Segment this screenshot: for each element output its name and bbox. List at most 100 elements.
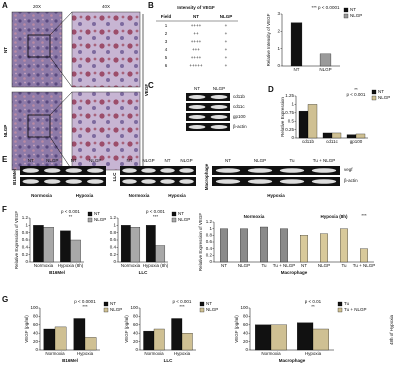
bar (130, 227, 141, 263)
x-tick-label: NT (294, 67, 300, 72)
x-tick-label: Hypoxia (305, 351, 322, 356)
band (141, 168, 156, 173)
x-tick-label: cd11b (302, 139, 314, 144)
group-label: Macrophage (204, 163, 209, 190)
table-cell: + (225, 55, 228, 60)
bar (346, 134, 357, 139)
bar (340, 228, 348, 263)
band (122, 179, 137, 184)
band (22, 179, 39, 184)
y-tick-label: 3 (277, 11, 280, 16)
bar (43, 328, 56, 351)
lane-label: NT (165, 158, 171, 163)
table-cell: 4 (165, 47, 168, 52)
condition-label: Hypoxia (168, 193, 186, 198)
lane-label: NT (71, 158, 77, 163)
legend-swatch (103, 307, 109, 313)
x-axis-label: LLC (139, 270, 148, 275)
table-cell: + (225, 39, 228, 44)
band (311, 168, 337, 173)
y-tick-label: 0.8 (206, 233, 213, 238)
band (188, 95, 206, 99)
y-tick-label: 0.8 (22, 230, 29, 235)
blot (186, 93, 230, 101)
y-tick-label: 0 (135, 347, 138, 352)
y-tick-label: 80 (33, 314, 39, 319)
bar (255, 324, 272, 351)
y-tick-label: 0 (209, 259, 212, 264)
x-tick-label: Tu (261, 263, 267, 268)
annotation: p < 0.001 (146, 209, 165, 214)
condition-label: Normoxia (31, 193, 52, 198)
blot (186, 113, 230, 121)
lane-label: Tu (289, 158, 295, 163)
y-tick-label: 1 (277, 46, 280, 51)
bar (155, 245, 166, 263)
bar (355, 133, 366, 139)
panel-a-images (11, 11, 144, 171)
y-tick-label: 0.2 (110, 252, 117, 257)
bar (260, 226, 268, 263)
bar (290, 22, 303, 67)
legend-swatch (371, 89, 377, 95)
band (160, 168, 175, 173)
y-tick-label: 0.2 (22, 252, 29, 257)
annotation: *** (82, 304, 88, 309)
table-cell: 1 (165, 23, 168, 28)
table-cell: 6 (165, 63, 168, 68)
x-axis-label: Macrophage (281, 270, 308, 275)
y-tick-label: 1 (25, 223, 28, 228)
bar (171, 318, 183, 351)
y-tick-label: 0 (113, 259, 116, 264)
legend-label: NLGP (378, 95, 390, 100)
table-header: NLGP (220, 14, 233, 19)
table-cell: 5 (165, 55, 168, 60)
bar (73, 318, 86, 351)
lane-label: NT (28, 158, 34, 163)
bar (270, 324, 287, 351)
legend-swatch (87, 217, 93, 223)
y-tick-label: 100 (130, 305, 138, 310)
band (44, 168, 61, 173)
row-label: β-actin (233, 124, 247, 129)
x-tick-label: gp100 (350, 139, 363, 144)
group-title: Hypoxia (8h) (320, 214, 348, 219)
band (179, 179, 194, 184)
table-header: Field (161, 14, 172, 19)
y-tick-label: 20 (133, 339, 139, 344)
band (87, 179, 104, 184)
x-axis-label: B16Mel (62, 358, 78, 363)
panel-label: E (2, 155, 8, 164)
y-tick-label: 80 (243, 314, 249, 319)
lane-label: NLGP (46, 158, 58, 163)
legend-swatch (337, 301, 343, 307)
x-tick-label: Hypoxia (8h) (58, 263, 84, 268)
y-tick-label: 0 (25, 259, 28, 264)
y-tick-label: 60 (243, 322, 249, 327)
band (215, 179, 241, 184)
band (279, 168, 305, 173)
bar (60, 230, 71, 263)
x-tick-label: NLGP (238, 263, 250, 268)
legend-swatch (199, 301, 205, 307)
y-tick-label: 40 (133, 330, 139, 335)
x-tick-label: Tu (341, 263, 347, 268)
condition-label: Hypoxia (267, 193, 285, 198)
table-cell: + (225, 63, 228, 68)
bar (43, 227, 54, 263)
legend-label: NLGP (350, 13, 362, 18)
y-tick-label: 1 (113, 223, 116, 228)
y-tick-label: 1.25 (285, 93, 294, 98)
row-label: NLGP (3, 125, 8, 138)
row-label: vegf (344, 167, 353, 172)
band (65, 168, 82, 173)
band (87, 168, 104, 173)
y-tick-label: 0 (245, 347, 248, 352)
bar (312, 328, 329, 351)
y-tick-label: 1.2 (206, 219, 213, 224)
lane-label: NLGP (180, 158, 192, 163)
blot (20, 177, 106, 186)
bar (322, 132, 333, 139)
group-title: Normoxia (244, 214, 265, 219)
bar (240, 228, 248, 263)
